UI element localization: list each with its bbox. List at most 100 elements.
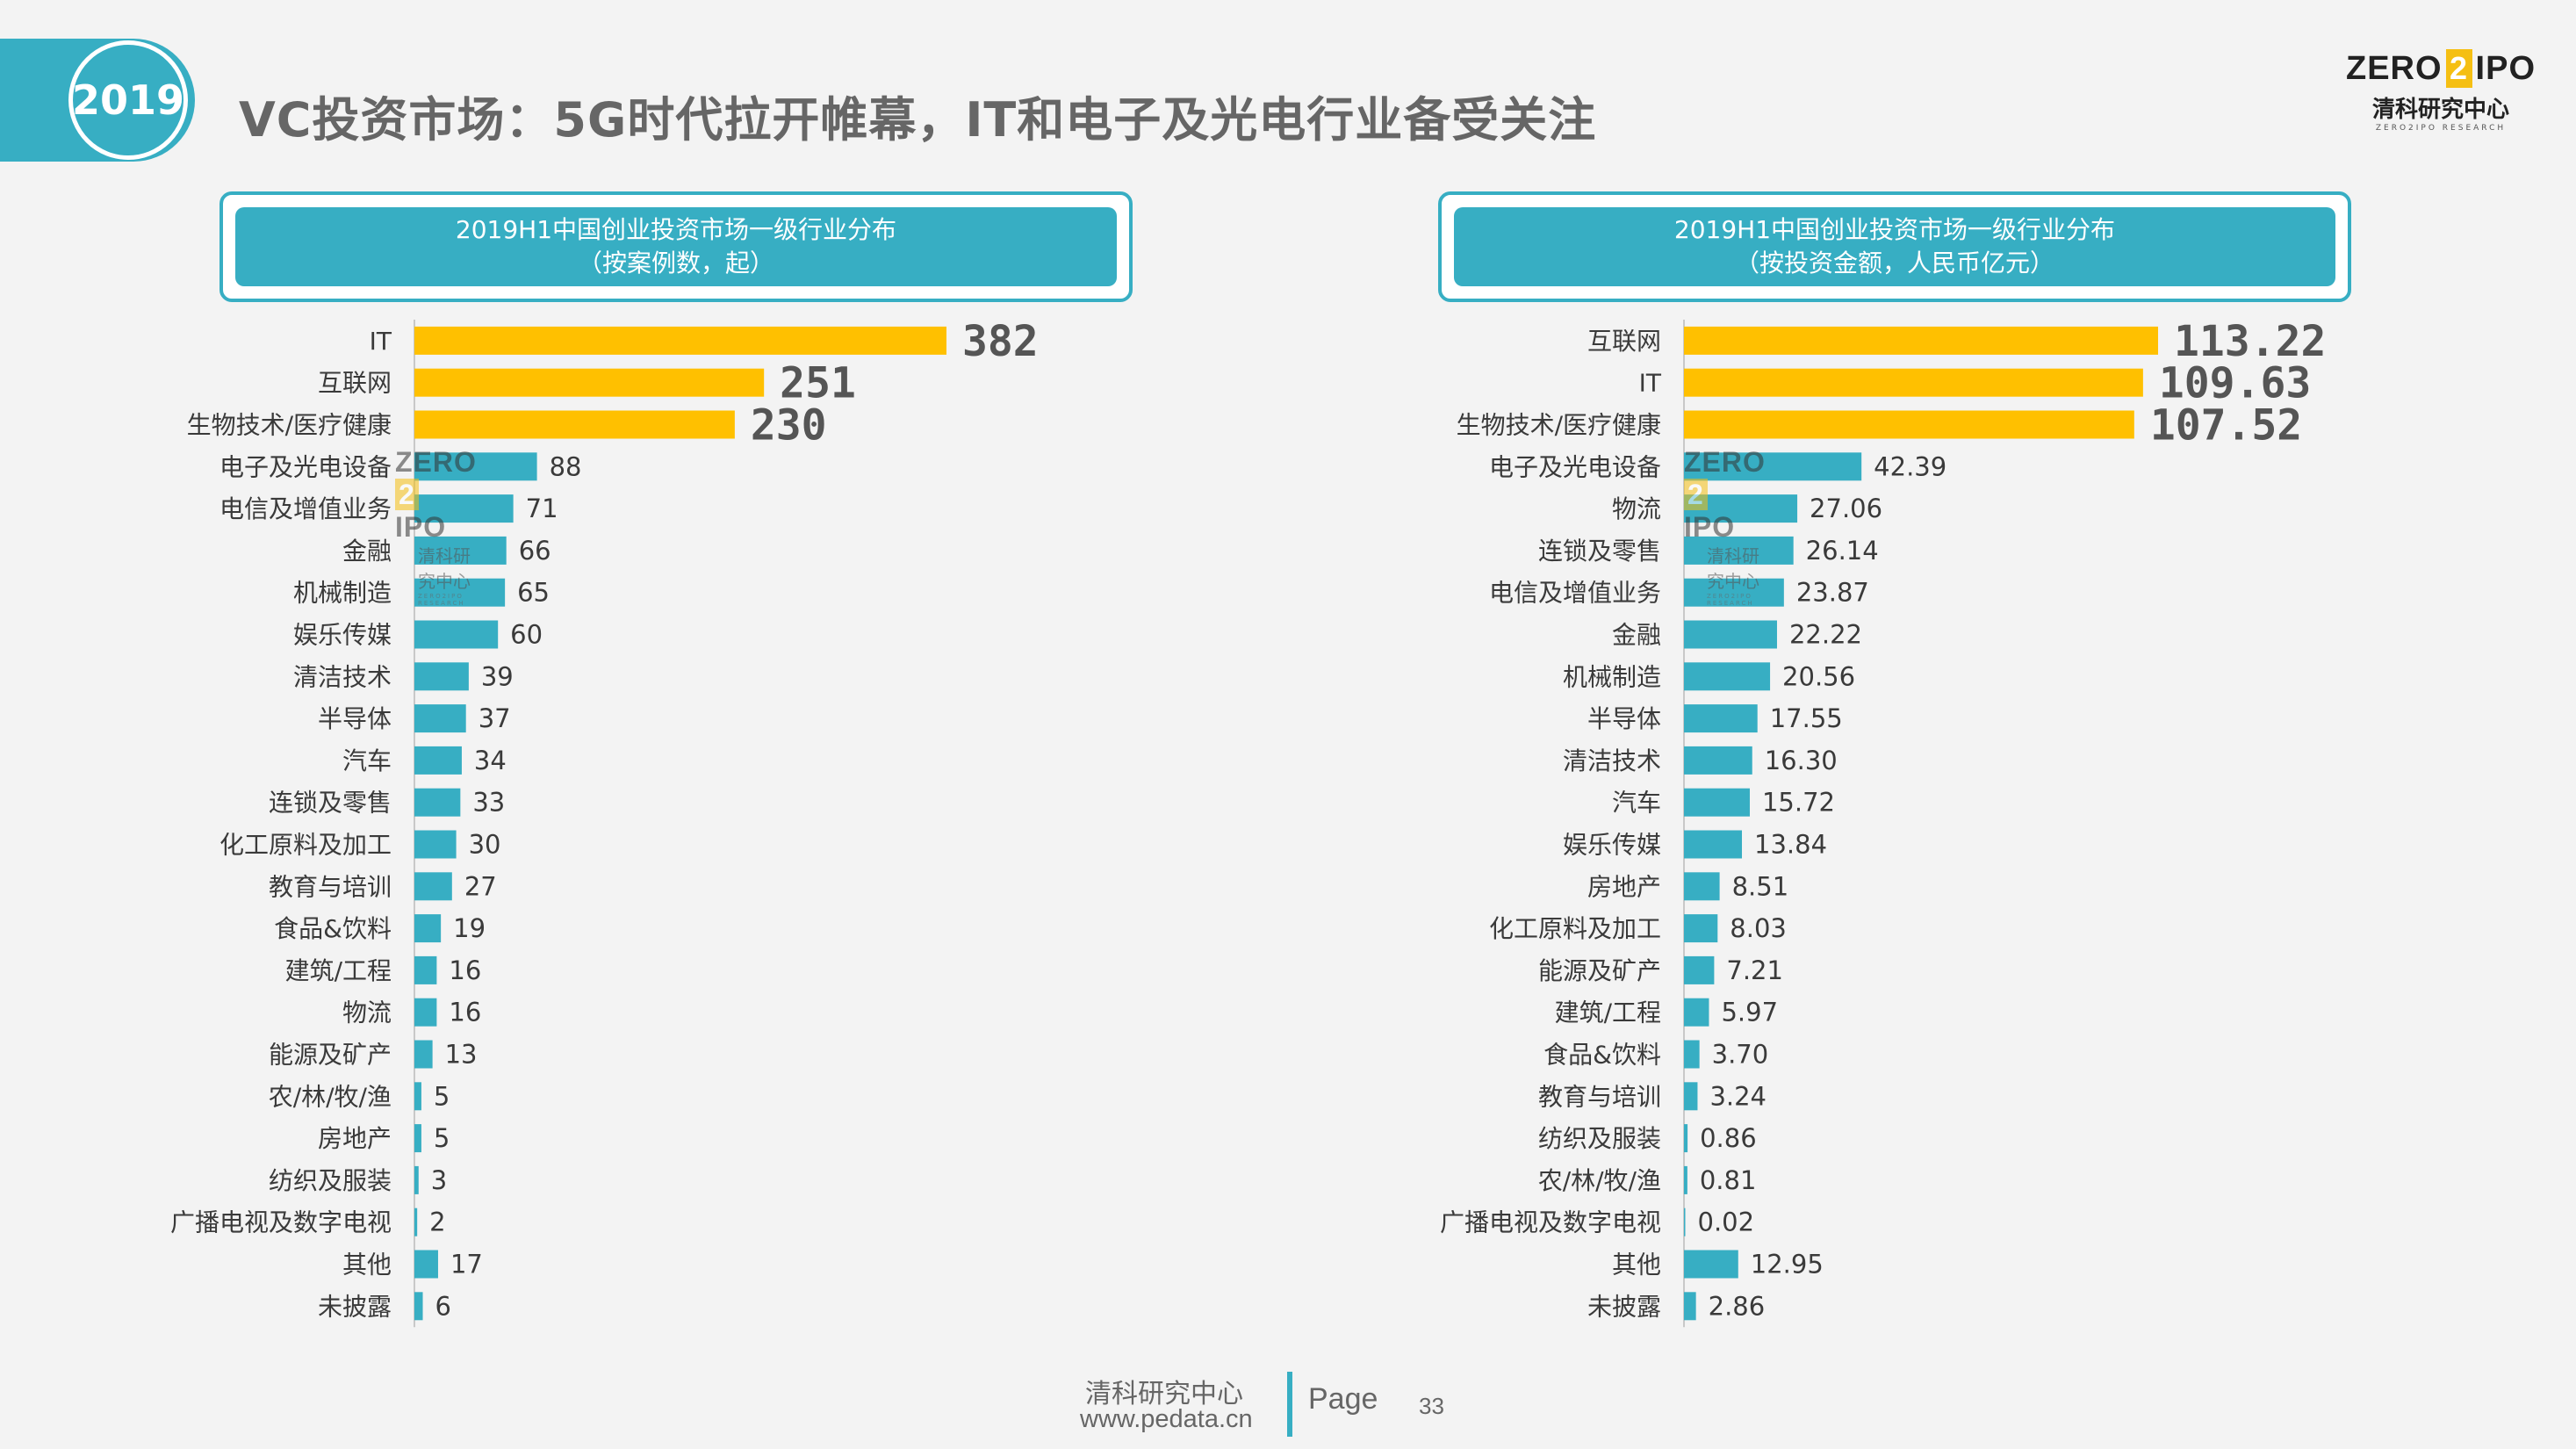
bar xyxy=(414,1040,433,1069)
bar xyxy=(414,704,466,733)
chart-title: 2019H1中国创业投资市场一级行业分布 xyxy=(455,215,897,244)
value-label: 17 xyxy=(450,1250,483,1280)
bar xyxy=(414,326,946,355)
category-label: 清洁技术 xyxy=(293,662,392,691)
category-label: 未披露 xyxy=(318,1292,392,1321)
category-label: 金融 xyxy=(342,537,392,566)
value-label: 107.52 xyxy=(2150,401,2302,451)
bar xyxy=(1684,494,1798,523)
value-label: 382 xyxy=(962,317,1039,366)
bar xyxy=(1684,578,1784,607)
value-label: 20.56 xyxy=(1782,661,1855,691)
bar xyxy=(1684,452,1862,481)
value-label: 0.02 xyxy=(1698,1208,1755,1237)
category-label: IT xyxy=(370,327,392,356)
bar-chart-amount: 互联网 113.22 IT 109.63 生物技术/医疗健康 107.52 电子及光电设备 4… xyxy=(1440,317,2326,1328)
page-title: VC投资市场：5G时代拉开帷幕，IT和电子及光电行业备受关注 xyxy=(239,92,1597,148)
category-label: 半导体 xyxy=(1587,704,1661,733)
bar xyxy=(1684,746,1752,775)
value-label: 16 xyxy=(449,955,481,985)
category-label: 物流 xyxy=(342,998,392,1027)
value-label: 42.39 xyxy=(1874,451,1946,481)
category-label: 清洁技术 xyxy=(1563,746,1661,775)
category-label: 互联网 xyxy=(1587,327,1661,356)
chart-header: 2019H1中国创业投资市场一级行业分布 （按投资金额，人民币亿元） xyxy=(1454,207,2335,286)
bar xyxy=(1684,1165,1687,1194)
category-label: 教育与培训 xyxy=(1538,1082,1661,1111)
bar xyxy=(414,746,462,775)
value-label: 8.03 xyxy=(1730,913,1787,943)
category-label: 食品&饮料 xyxy=(1543,1041,1661,1070)
category-label: 生物技术/医疗健康 xyxy=(1457,411,1661,440)
value-label: 27.06 xyxy=(1810,494,1882,523)
category-label: 生物技术/医疗健康 xyxy=(187,411,392,440)
value-label: 60 xyxy=(510,620,543,650)
bar xyxy=(1684,1250,1738,1279)
chart-subtitle: （按投资金额，人民币亿元） xyxy=(1734,249,2054,278)
bar xyxy=(414,914,442,943)
bar xyxy=(1684,620,1777,649)
bar xyxy=(414,788,461,817)
bar xyxy=(1684,704,1758,733)
category-label: 农/林/牧/渔 xyxy=(1538,1166,1661,1195)
value-label: 15.72 xyxy=(1762,788,1835,818)
logo-cn: 清科研究中心 xyxy=(2371,97,2509,123)
category-label: 广播电视及数字电视 xyxy=(1440,1208,1661,1237)
bar xyxy=(1684,662,1771,691)
category-label: 金融 xyxy=(1612,621,1661,650)
logo-brand-right: IPO xyxy=(2475,49,2536,87)
chart-title: 2019H1中国创业投资市场一级行业分布 xyxy=(1673,215,2116,244)
value-label: 3.24 xyxy=(1709,1081,1767,1111)
footer-page-label: Page xyxy=(1308,1382,1378,1416)
category-label: 电子及光电设备 xyxy=(219,452,392,481)
footer-divider xyxy=(1287,1372,1292,1437)
chart-header: 2019H1中国创业投资市场一级行业分布 （按案例数，起） xyxy=(235,207,1117,286)
bar xyxy=(1684,410,2134,439)
category-label: 电信及增值业务 xyxy=(219,494,392,523)
bar xyxy=(414,452,537,481)
bar xyxy=(1684,1124,1688,1153)
bar xyxy=(414,578,506,607)
bar xyxy=(414,536,507,565)
bar xyxy=(1684,536,1794,565)
value-label: 88 xyxy=(550,451,582,481)
category-label: 化工原料及加工 xyxy=(1489,914,1661,943)
value-label: 22.22 xyxy=(1789,620,1862,650)
value-label: 23.87 xyxy=(1796,578,1869,608)
value-label: 3 xyxy=(431,1165,447,1195)
bar xyxy=(414,410,735,439)
bar xyxy=(414,494,514,523)
bar xyxy=(414,1250,438,1279)
category-label: 电子及光电设备 xyxy=(1489,452,1661,481)
category-label: 建筑/工程 xyxy=(285,956,392,985)
category-label: 娱乐传媒 xyxy=(1563,831,1661,860)
value-label: 33 xyxy=(472,788,505,818)
bar xyxy=(414,1082,421,1111)
category-label: 纺织及服装 xyxy=(1538,1124,1661,1153)
value-label: 8.51 xyxy=(1732,871,1789,901)
category-label: 未披露 xyxy=(1587,1292,1661,1321)
bar xyxy=(414,368,765,397)
bar xyxy=(1684,1082,1698,1111)
year-badge: 2019 xyxy=(68,40,188,160)
footer-url[interactable]: www.pedata.cn xyxy=(1080,1405,1253,1433)
category-label: 房地产 xyxy=(318,1124,392,1153)
bar xyxy=(1684,830,1743,859)
value-label: 3.70 xyxy=(1712,1040,1769,1070)
category-label: 建筑/工程 xyxy=(1555,998,1661,1027)
value-label: 251 xyxy=(780,359,856,408)
footer-page-number: 33 xyxy=(1419,1393,1444,1419)
category-label: 房地产 xyxy=(1587,872,1661,901)
category-label: 食品&饮料 xyxy=(274,914,392,943)
bar xyxy=(1684,998,1709,1027)
category-label: 物流 xyxy=(1612,494,1661,523)
category-label: 半导体 xyxy=(318,704,392,733)
value-label: 37 xyxy=(479,703,511,733)
value-label: 12.95 xyxy=(1751,1250,1824,1280)
bar xyxy=(1684,955,1715,984)
category-label: 农/林/牧/渔 xyxy=(269,1082,392,1111)
bar xyxy=(414,1165,419,1194)
category-label: 娱乐传媒 xyxy=(293,621,392,650)
category-label: 其他 xyxy=(342,1251,392,1280)
